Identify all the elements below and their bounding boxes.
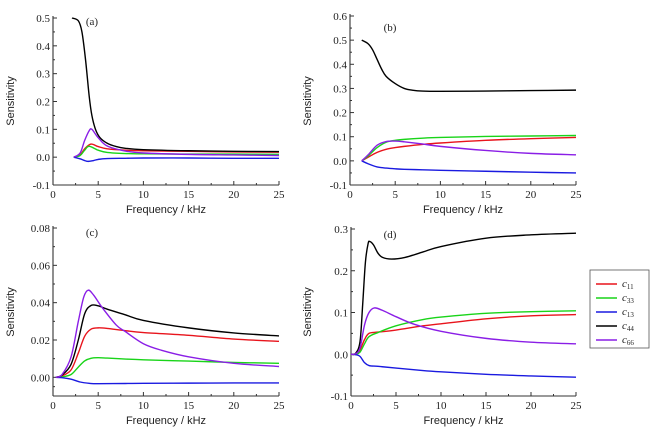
x-tick-label: 0: [347, 189, 353, 201]
y-tick-label: 0.2: [36, 97, 50, 109]
y-tick-label: 0.0: [333, 156, 347, 168]
legend-label-c33: c33: [622, 292, 634, 305]
y-tick-label: 0.1: [36, 124, 50, 136]
y-tick-label: 0.1: [333, 132, 347, 144]
series-line-c66: [361, 140, 577, 162]
x-axis-label: Frequency / kHz: [126, 415, 206, 427]
x-tick-label: 15: [481, 400, 493, 412]
x-tick-label: 20: [228, 189, 240, 201]
legend-label-c66: c66: [622, 334, 634, 347]
series-line-c13: [350, 353, 577, 378]
y-tick-label: 0.3: [36, 69, 50, 81]
x-tick-label: 25: [571, 400, 583, 412]
y-tick-label: 0.5: [333, 35, 347, 47]
series-line-c66: [73, 128, 280, 158]
y-tick-label: 0.3: [333, 83, 347, 95]
y-tick-label: 0.4: [36, 41, 50, 53]
y-tick-label: 0.02: [31, 335, 50, 347]
series-line-c44: [361, 39, 577, 93]
series-line-c13: [73, 156, 280, 163]
series-line-c13: [361, 160, 577, 174]
y-tick-label: 0.0: [334, 349, 348, 361]
y-tick-label: 0.08: [31, 223, 51, 235]
series-line-c13: [55, 376, 280, 385]
panel-d: 0 5 10 15 20 25 -0.1 0.0 0.1 0.2 0.3 Frequency / kH…: [302, 224, 582, 427]
x-tick-label: 25: [274, 400, 286, 412]
x-axis-label: Frequency / kHz: [126, 204, 206, 216]
series-line-c33: [55, 357, 280, 379]
series-line-c33: [350, 310, 577, 356]
panel-label: (d): [384, 229, 397, 241]
panel-label: (c): [86, 227, 99, 239]
x-tick-label: 20: [525, 189, 537, 201]
legend-label-c44: c44: [622, 320, 634, 333]
legend-label-c13: c13: [622, 306, 634, 319]
panel-b: 0 5 10 15 20 25 -0.1 0.0 0.1 0.2 0.3 0.4 0.5 0.6 Frequ…: [302, 11, 582, 216]
x-tick-label: 20: [228, 400, 240, 412]
x-tick-label: 20: [526, 400, 538, 412]
x-tick-label: 5: [95, 189, 101, 201]
y-tick-label: 0.04: [31, 298, 51, 310]
panel-label: (a): [86, 16, 99, 28]
x-tick-label: 5: [392, 189, 398, 201]
x-tick-label: 15: [183, 400, 195, 412]
series-line-c11: [55, 327, 280, 379]
panel-a: 0 5 10 15 20 25 -0.1 0.0 0.1 0.2 0.3 0.4 0.5 Frequenc…: [5, 13, 285, 216]
series-line-c11: [361, 136, 577, 162]
x-tick-label: 15: [183, 189, 195, 201]
series-line-c66: [55, 289, 280, 379]
x-tick-label: 5: [95, 400, 101, 412]
x-tick-label: 10: [138, 400, 150, 412]
x-tick-label: 0: [50, 189, 56, 201]
series-line-c66: [350, 307, 577, 356]
y-tick-label: 0.4: [333, 59, 347, 71]
y-tick-label: 0.1: [334, 308, 348, 320]
y-axis-label: Sensitivity: [5, 287, 17, 337]
x-tick-label: 0: [50, 400, 56, 412]
legend-label-c11: c11: [622, 278, 634, 291]
y-tick-label: -0.1: [331, 391, 348, 403]
y-axis-label: Sensitivity: [302, 287, 314, 337]
y-tick-label: 0.6: [333, 11, 347, 23]
x-tick-label: 0: [348, 400, 354, 412]
y-tick-label: 0.3: [334, 224, 348, 236]
x-tick-label: 10: [435, 189, 447, 201]
panel-c: 0 5 10 15 20 25 0.00 0.02 0.04 0.06 0.08 Frequency …: [5, 223, 285, 427]
y-tick-label: 0.2: [334, 266, 348, 278]
series-line-c11: [350, 313, 577, 355]
x-tick-label: 10: [436, 400, 448, 412]
x-tick-label: 5: [393, 400, 399, 412]
x-tick-label: 10: [138, 189, 150, 201]
y-tick-label: 0.06: [31, 260, 51, 272]
series-line-c44: [71, 17, 280, 153]
y-tick-label: -0.1: [33, 180, 50, 192]
series-line-c33: [361, 134, 577, 162]
y-tick-label: 0.0: [36, 152, 50, 164]
y-tick-label: 0.5: [36, 13, 50, 25]
y-tick-label: -0.1: [330, 180, 347, 192]
y-axis-label: Sensitivity: [5, 76, 17, 126]
x-tick-label: 15: [480, 189, 492, 201]
y-axis-label: Sensitivity: [302, 76, 314, 126]
y-tick-label: 0.2: [333, 108, 347, 120]
panel-label: (b): [384, 22, 397, 34]
x-axis-label: Frequency / kHz: [423, 415, 503, 427]
x-tick-label: 25: [274, 189, 286, 201]
series-line-c44: [350, 232, 577, 356]
x-axis-label: Frequency / kHz: [423, 204, 503, 216]
legend-box: [589, 269, 650, 349]
x-tick-label: 25: [571, 189, 583, 201]
series-line-c44: [55, 304, 280, 379]
y-tick-label: 0.00: [31, 372, 51, 384]
